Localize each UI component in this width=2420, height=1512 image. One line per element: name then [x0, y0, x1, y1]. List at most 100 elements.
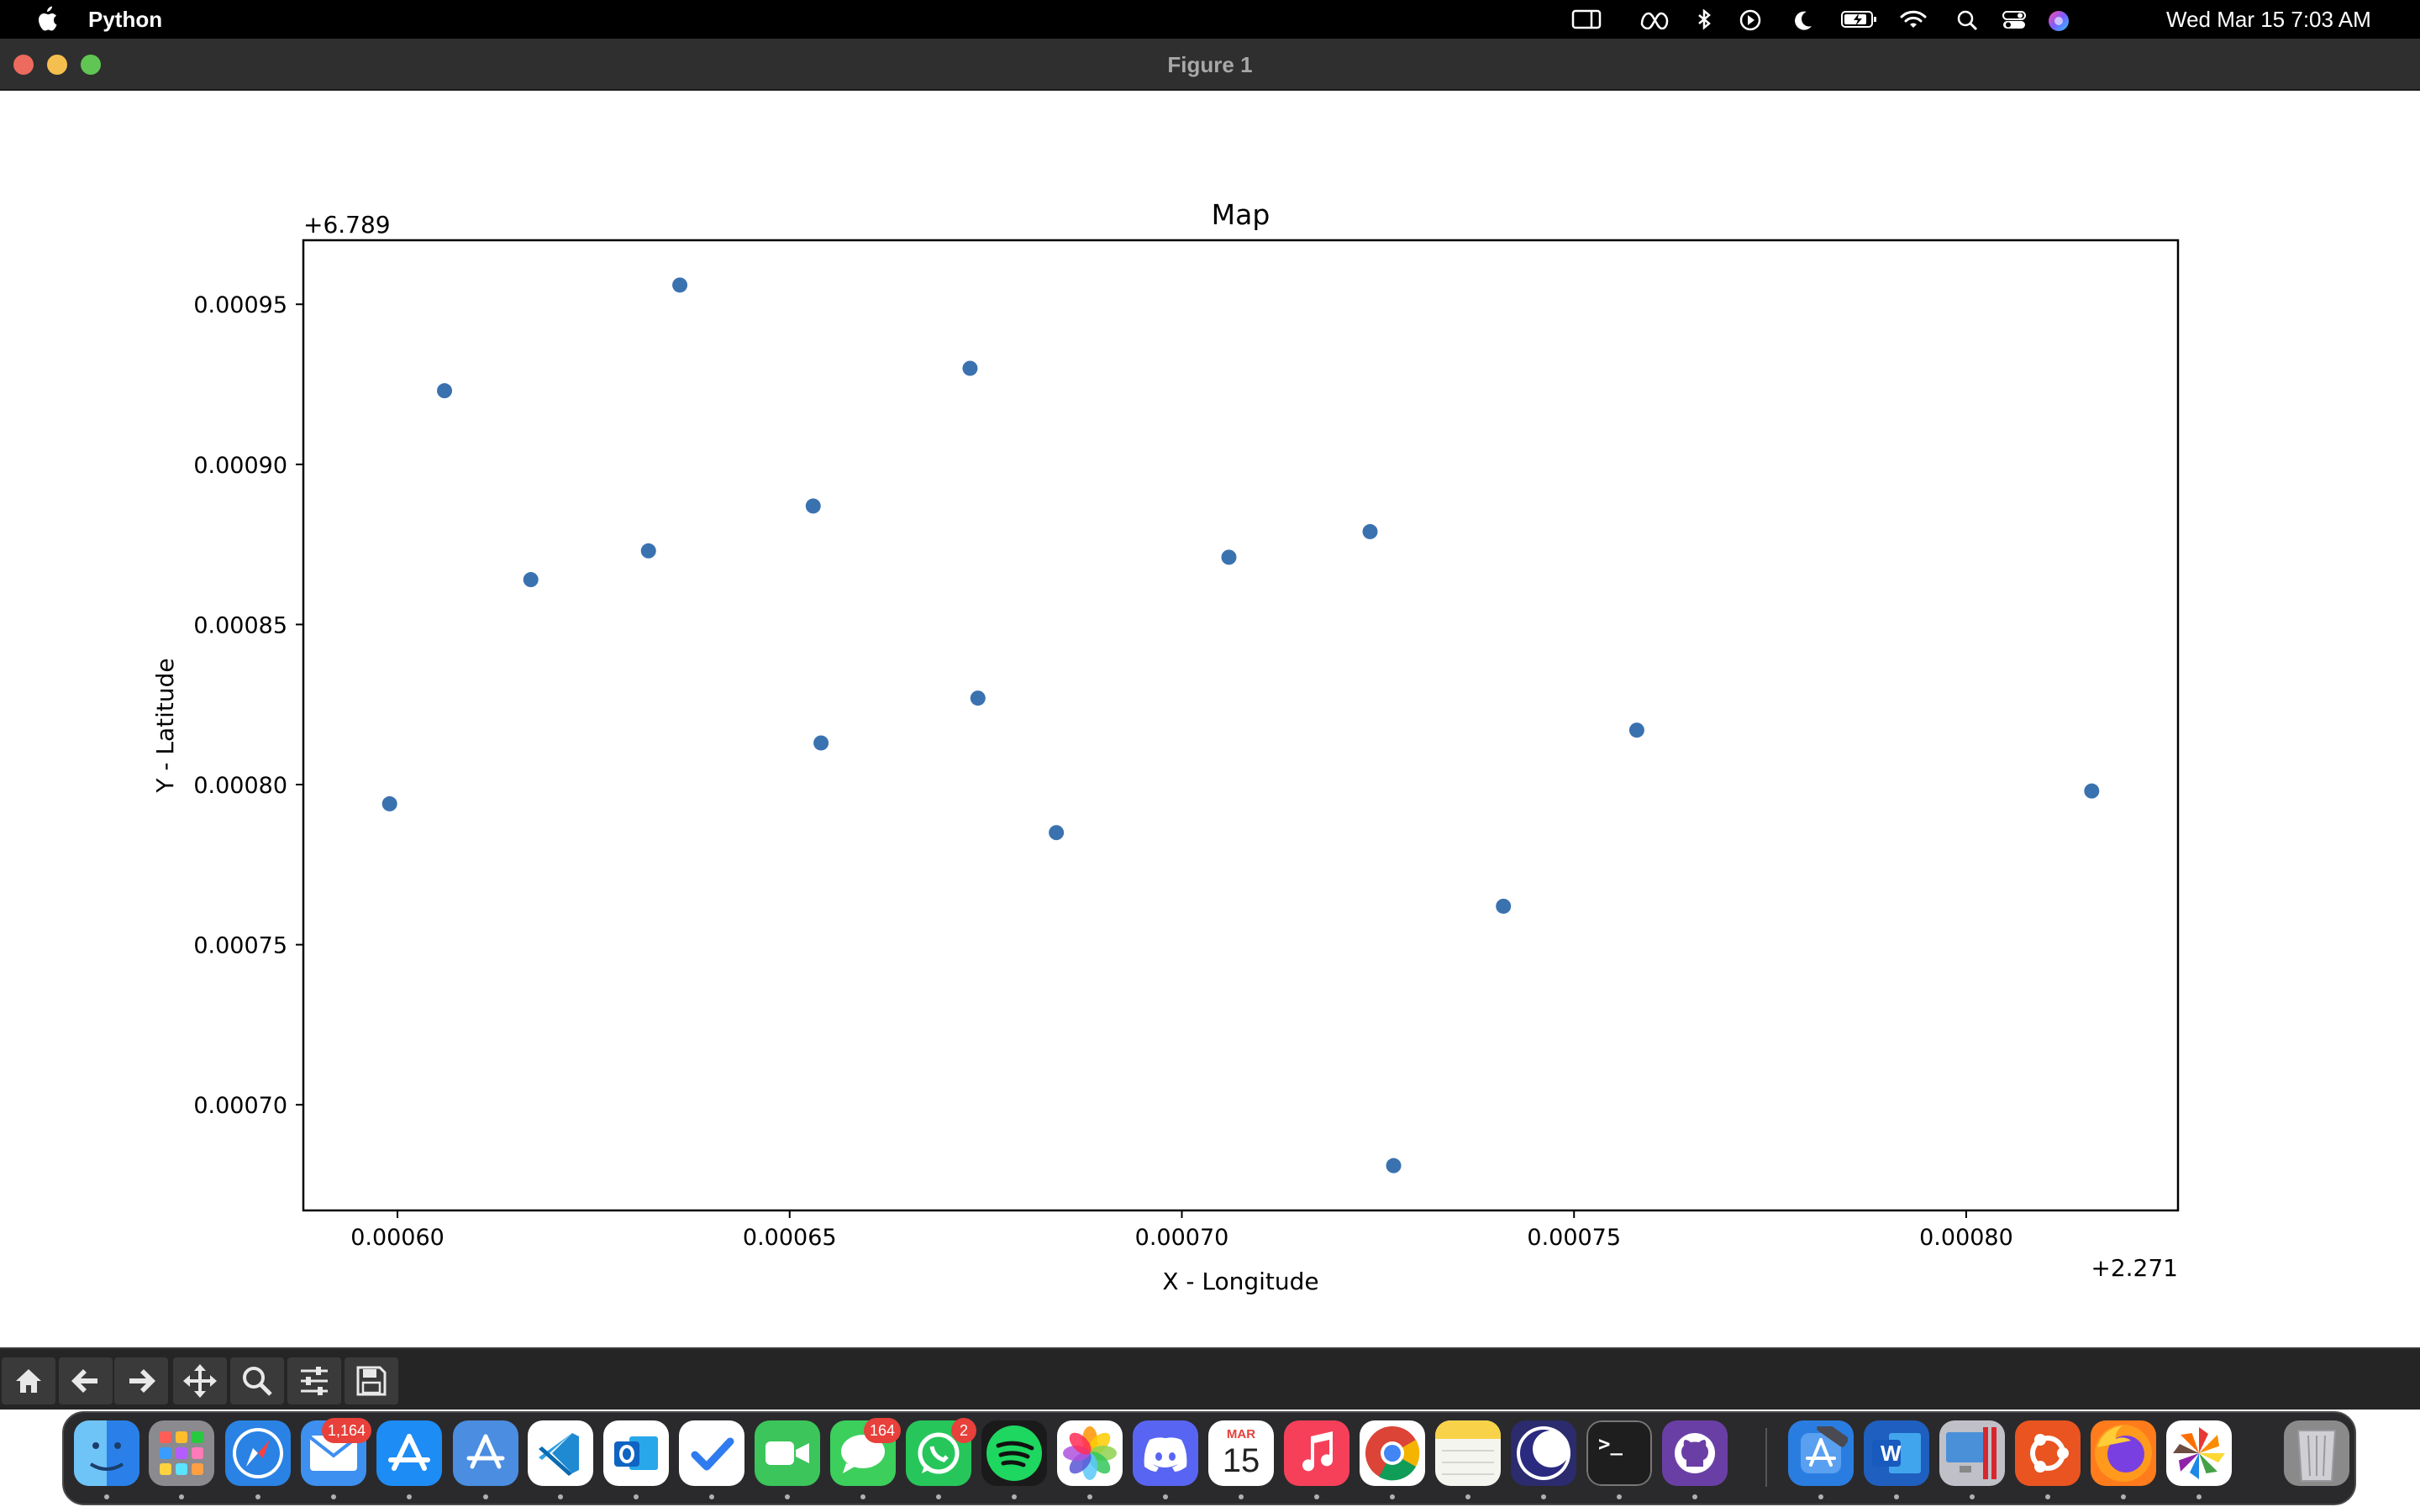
running-indicator — [483, 1494, 488, 1499]
xcode-icon — [1788, 1420, 1854, 1486]
pinwheel-icon — [2166, 1420, 2232, 1486]
dock-separator — [1765, 1428, 1767, 1487]
terminal-icon: >_ — [1586, 1420, 1652, 1486]
plot-frame — [302, 239, 2180, 1212]
zoom-icon — [240, 1364, 274, 1398]
dock-app-tasks[interactable] — [679, 1420, 744, 1486]
bluetooth-icon[interactable] — [1694, 8, 1724, 30]
running-indicator — [1818, 1494, 1823, 1499]
dock-app-word[interactable]: W — [1864, 1420, 1929, 1486]
zoom-button[interactable] — [230, 1357, 284, 1404]
dock-app-parallels[interactable] — [1939, 1420, 2005, 1486]
dock-app-chrome[interactable] — [1360, 1420, 1425, 1486]
close-button[interactable] — [13, 55, 34, 75]
scatter-point — [1496, 898, 1512, 914]
dock-app-app-store[interactable] — [376, 1420, 442, 1486]
dock-app-safari[interactable] — [225, 1420, 291, 1486]
running-indicator — [2196, 1494, 2202, 1499]
pan-icon — [182, 1362, 218, 1399]
whatsapp-badge: 2 — [951, 1418, 976, 1443]
x-offset-label: +2.271 — [2091, 1254, 2178, 1282]
dock-app-photos[interactable] — [1057, 1420, 1123, 1486]
play-icon[interactable] — [1739, 9, 1770, 31]
launchpad-icon — [149, 1420, 214, 1486]
scatter-point — [1628, 722, 1644, 738]
dock-app-github-desktop[interactable] — [1662, 1420, 1728, 1486]
y-tick-label: 0.00090 — [193, 453, 287, 479]
menu-datetime[interactable]: Wed Mar 15 7:03 AM — [2166, 6, 2371, 32]
running-indicator — [709, 1494, 714, 1499]
figure-canvas[interactable]: 0.00060 0.00065 0.00070 0.00075 0.00080 0.000… — [0, 91, 2420, 1347]
running-indicator — [104, 1494, 109, 1499]
dock-app-trash[interactable] — [2284, 1420, 2349, 1486]
dock-app-calendar[interactable]: MAR 15 — [1208, 1420, 1274, 1486]
sidebar-icon[interactable] — [1571, 9, 1602, 29]
menu-app-name[interactable]: Python — [88, 6, 163, 32]
dock-app-facetime[interactable] — [755, 1420, 820, 1486]
moon-icon[interactable] — [1793, 9, 1823, 30]
discord-icon — [1133, 1420, 1198, 1486]
xcode-instruments-icon — [453, 1420, 518, 1486]
zoom-button[interactable] — [81, 55, 101, 75]
save-button[interactable] — [345, 1357, 398, 1404]
music-icon — [1284, 1420, 1349, 1486]
dock-app-vscode[interactable] — [528, 1420, 593, 1486]
app-store-icon — [376, 1420, 442, 1486]
finder-icon — [74, 1420, 139, 1486]
pan-button[interactable] — [173, 1357, 227, 1404]
terminal-prompt: >_ — [1598, 1432, 1623, 1456]
apple-icon[interactable] — [34, 0, 59, 39]
wifi-icon[interactable] — [1899, 9, 1929, 29]
x-tick-label: 0.00075 — [1527, 1225, 1621, 1251]
search-icon[interactable] — [1956, 9, 1986, 31]
back-button[interactable] — [59, 1357, 113, 1404]
running-indicator — [1541, 1494, 1546, 1499]
safari-icon — [225, 1420, 291, 1486]
scatter-point — [1049, 825, 1065, 841]
running-indicator — [1970, 1494, 1975, 1499]
mail-badge: 1,164 — [322, 1418, 372, 1443]
scatter-point — [523, 572, 539, 588]
forward-button[interactable] — [114, 1357, 168, 1404]
meta-icon[interactable] — [1639, 9, 1669, 30]
dock-app-finder[interactable] — [74, 1420, 139, 1486]
scatter-point — [2084, 783, 2100, 799]
scatter-chart: 0.00060 0.00065 0.00070 0.00075 0.00080 0.000… — [151, 198, 2180, 1295]
dock-app-firefox[interactable] — [2091, 1420, 2156, 1486]
running-indicator — [2121, 1494, 2126, 1499]
siri-icon[interactable] — [2047, 9, 2077, 31]
dock-app-launchpad[interactable] — [149, 1420, 214, 1486]
x-tick-label: 0.00065 — [743, 1225, 837, 1251]
control-center-icon[interactable] — [2002, 9, 2032, 29]
running-indicator — [1012, 1494, 1017, 1499]
dock-app-nightowl[interactable] — [1511, 1420, 1576, 1486]
scatter-point — [1362, 523, 1378, 539]
running-indicator — [407, 1494, 412, 1499]
calendar-day: 15 — [1222, 1442, 1260, 1479]
forward-icon — [124, 1364, 158, 1398]
minimize-button[interactable] — [47, 55, 67, 75]
dock-app-xcode-instruments[interactable] — [453, 1420, 518, 1486]
y-tick-label: 0.00075 — [193, 933, 287, 959]
x-tick-label: 0.00070 — [1135, 1225, 1229, 1251]
chrome-icon — [1360, 1420, 1425, 1486]
scatter-point — [437, 383, 453, 399]
running-indicator — [1087, 1494, 1092, 1499]
dock-app-ubuntu[interactable] — [2015, 1420, 2081, 1486]
dock-app-music[interactable] — [1284, 1420, 1349, 1486]
dock-app-notes[interactable] — [1435, 1420, 1501, 1486]
dock-app-xcode[interactable] — [1788, 1420, 1854, 1486]
y-tick-label: 0.00070 — [193, 1093, 287, 1119]
dock-app-discord[interactable] — [1133, 1420, 1198, 1486]
home-button[interactable] — [2, 1357, 55, 1404]
window-title: Figure 1 — [1167, 52, 1253, 77]
dock-app-terminal[interactable]: >_ — [1586, 1420, 1652, 1486]
scatter-point — [672, 277, 688, 293]
dock-app-outlook[interactable] — [603, 1420, 669, 1486]
running-indicator — [860, 1494, 865, 1499]
notes-icon — [1435, 1420, 1501, 1486]
dock-app-spotify[interactable] — [981, 1420, 1047, 1486]
battery-icon[interactable] — [1840, 9, 1876, 29]
configure-subplots-button[interactable] — [287, 1357, 341, 1404]
dock-app-pinwheel[interactable] — [2166, 1420, 2232, 1486]
